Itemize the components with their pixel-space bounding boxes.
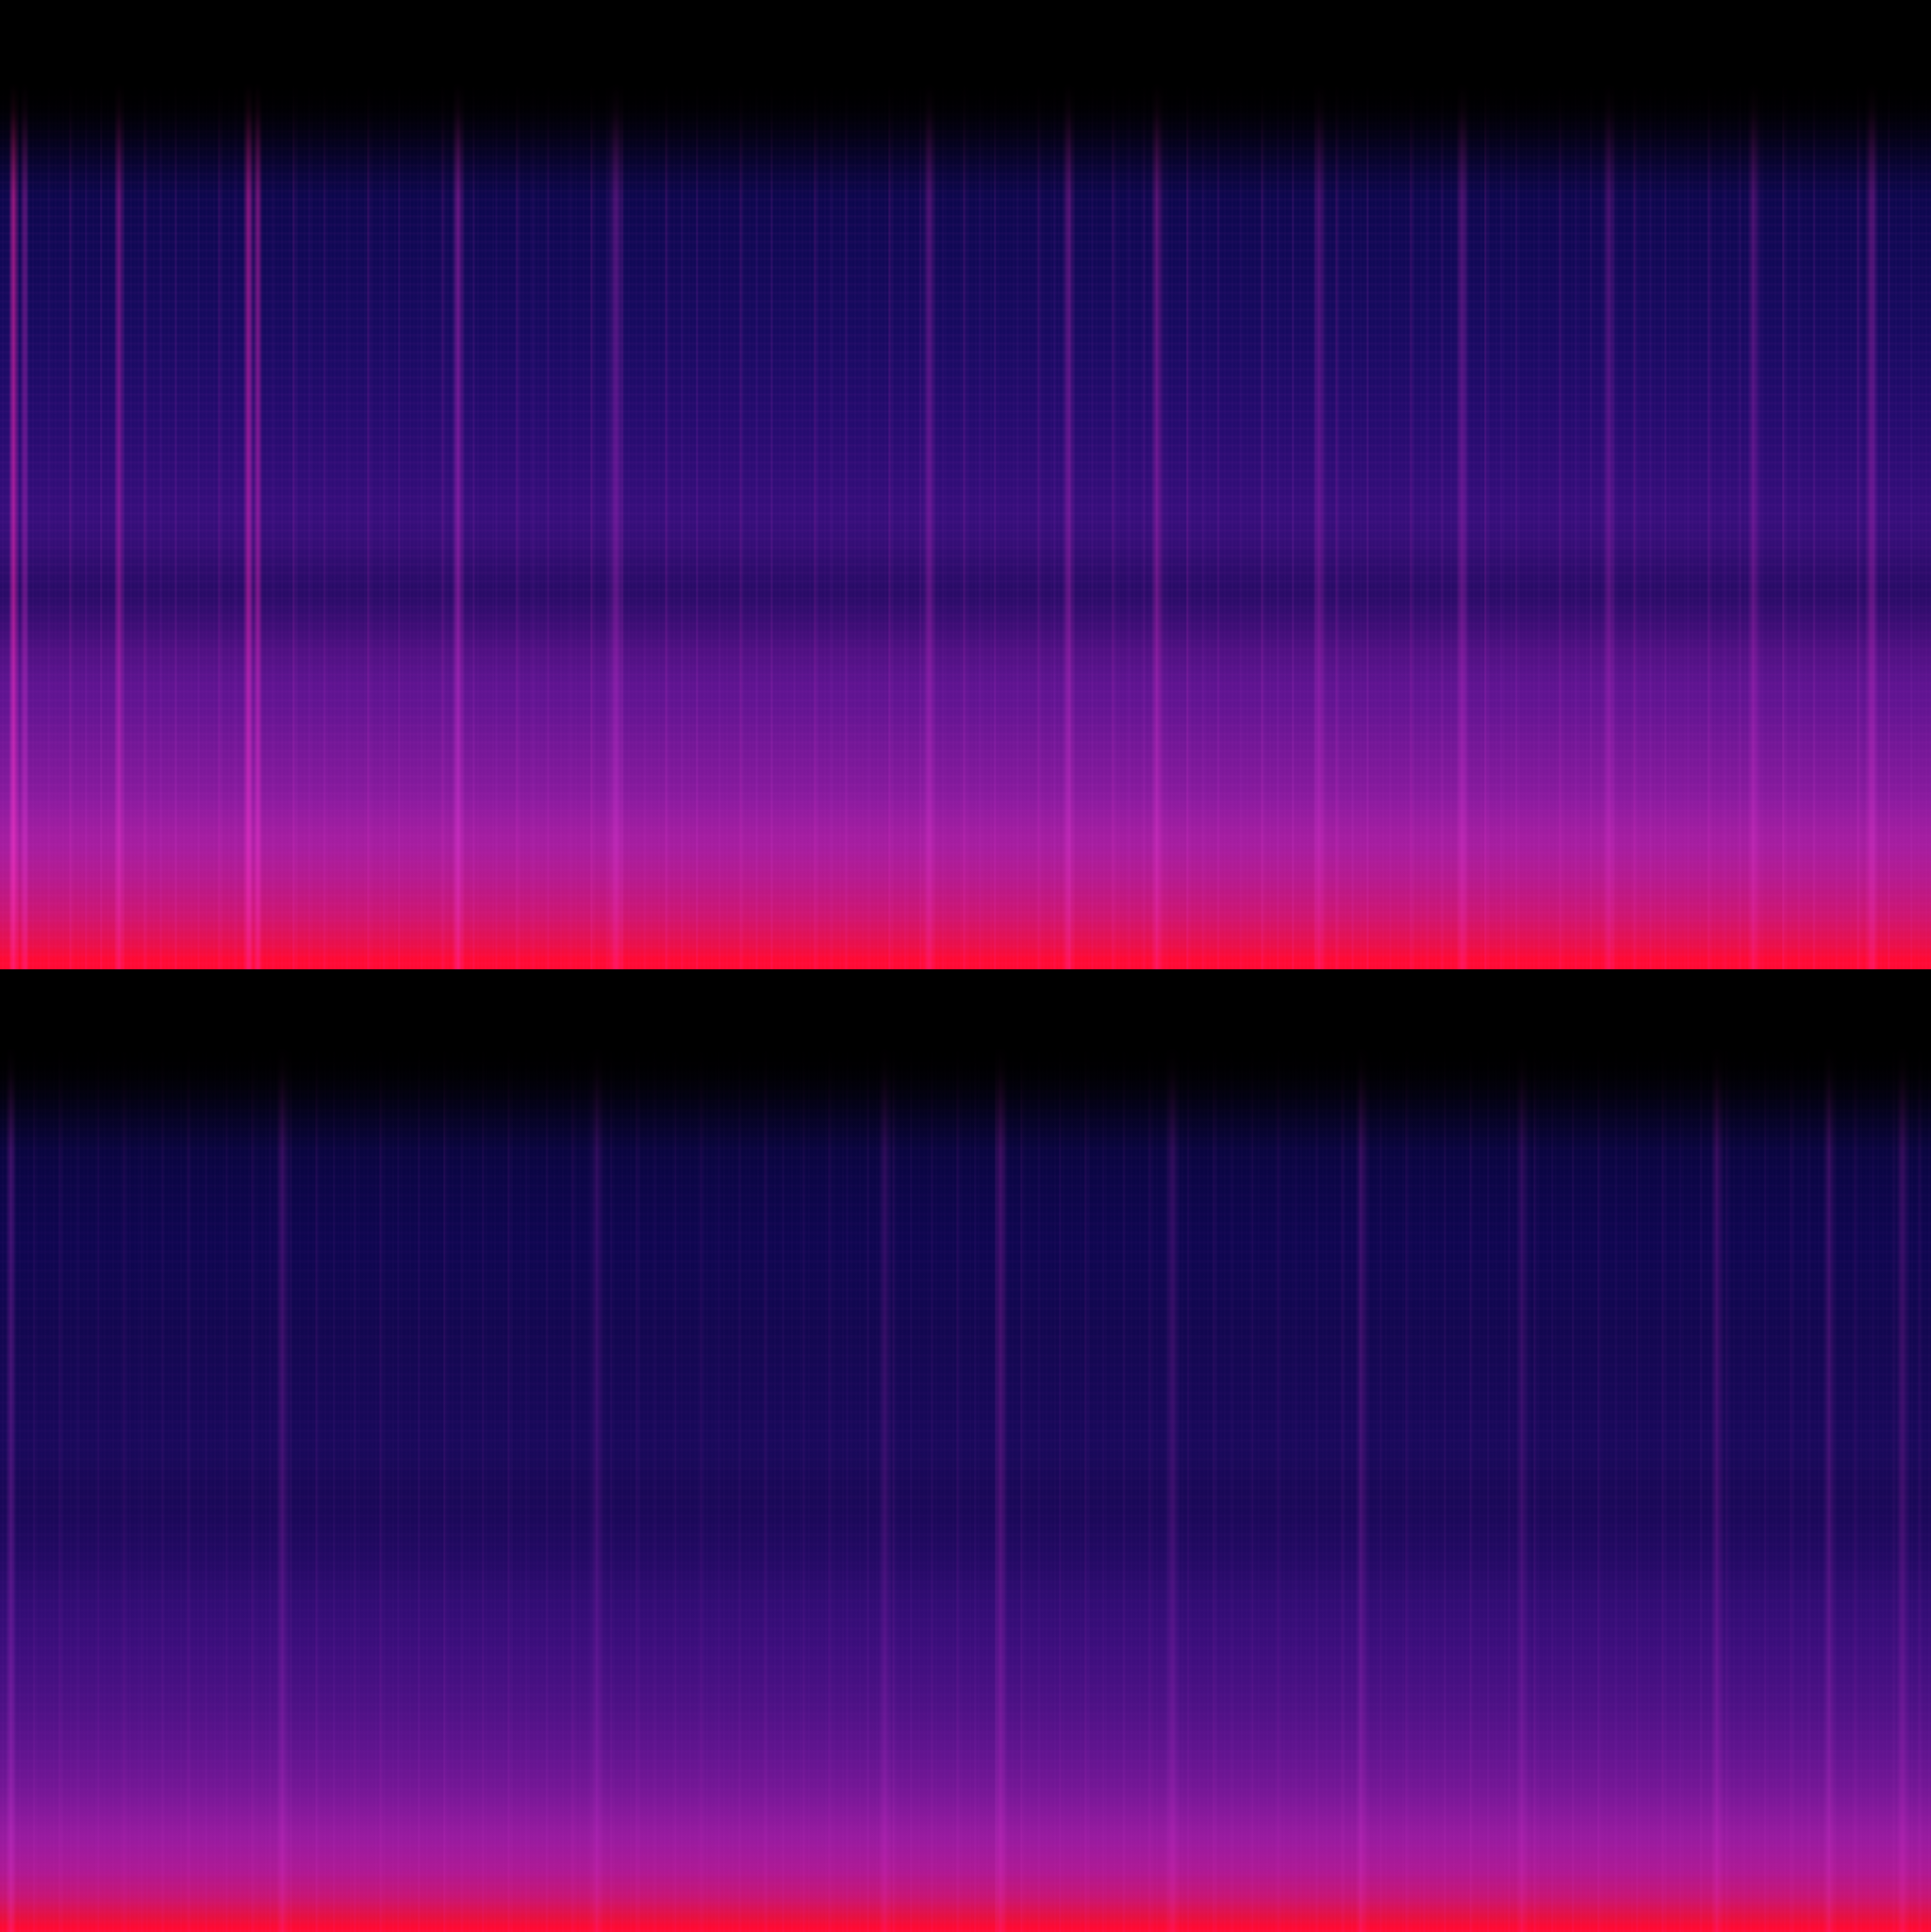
- top-black-band: [0, 0, 1931, 83]
- spectrogram-panel-bottom: [0, 1047, 1931, 1932]
- panel-separator-black-band: [0, 969, 1931, 1047]
- panel-top-major-transients: [0, 83, 1931, 969]
- panel-top-silence-fade: [0, 83, 1931, 196]
- panel-bottom-major-transients: [0, 1047, 1931, 1932]
- panel-bottom-silence-fade: [0, 1047, 1931, 1150]
- panel-top-grain: [0, 83, 1931, 969]
- panel-bottom-fine-striations: [0, 1047, 1931, 1932]
- panel-bottom-harmonic-bands: [0, 1047, 1931, 1932]
- panel-bottom-formant-valley: [0, 1047, 1931, 1932]
- spectrogram-panel-top: [0, 83, 1931, 969]
- panel-bottom-onset-streaks: [0, 1047, 1931, 1932]
- panel-bottom-grain: [0, 1047, 1931, 1932]
